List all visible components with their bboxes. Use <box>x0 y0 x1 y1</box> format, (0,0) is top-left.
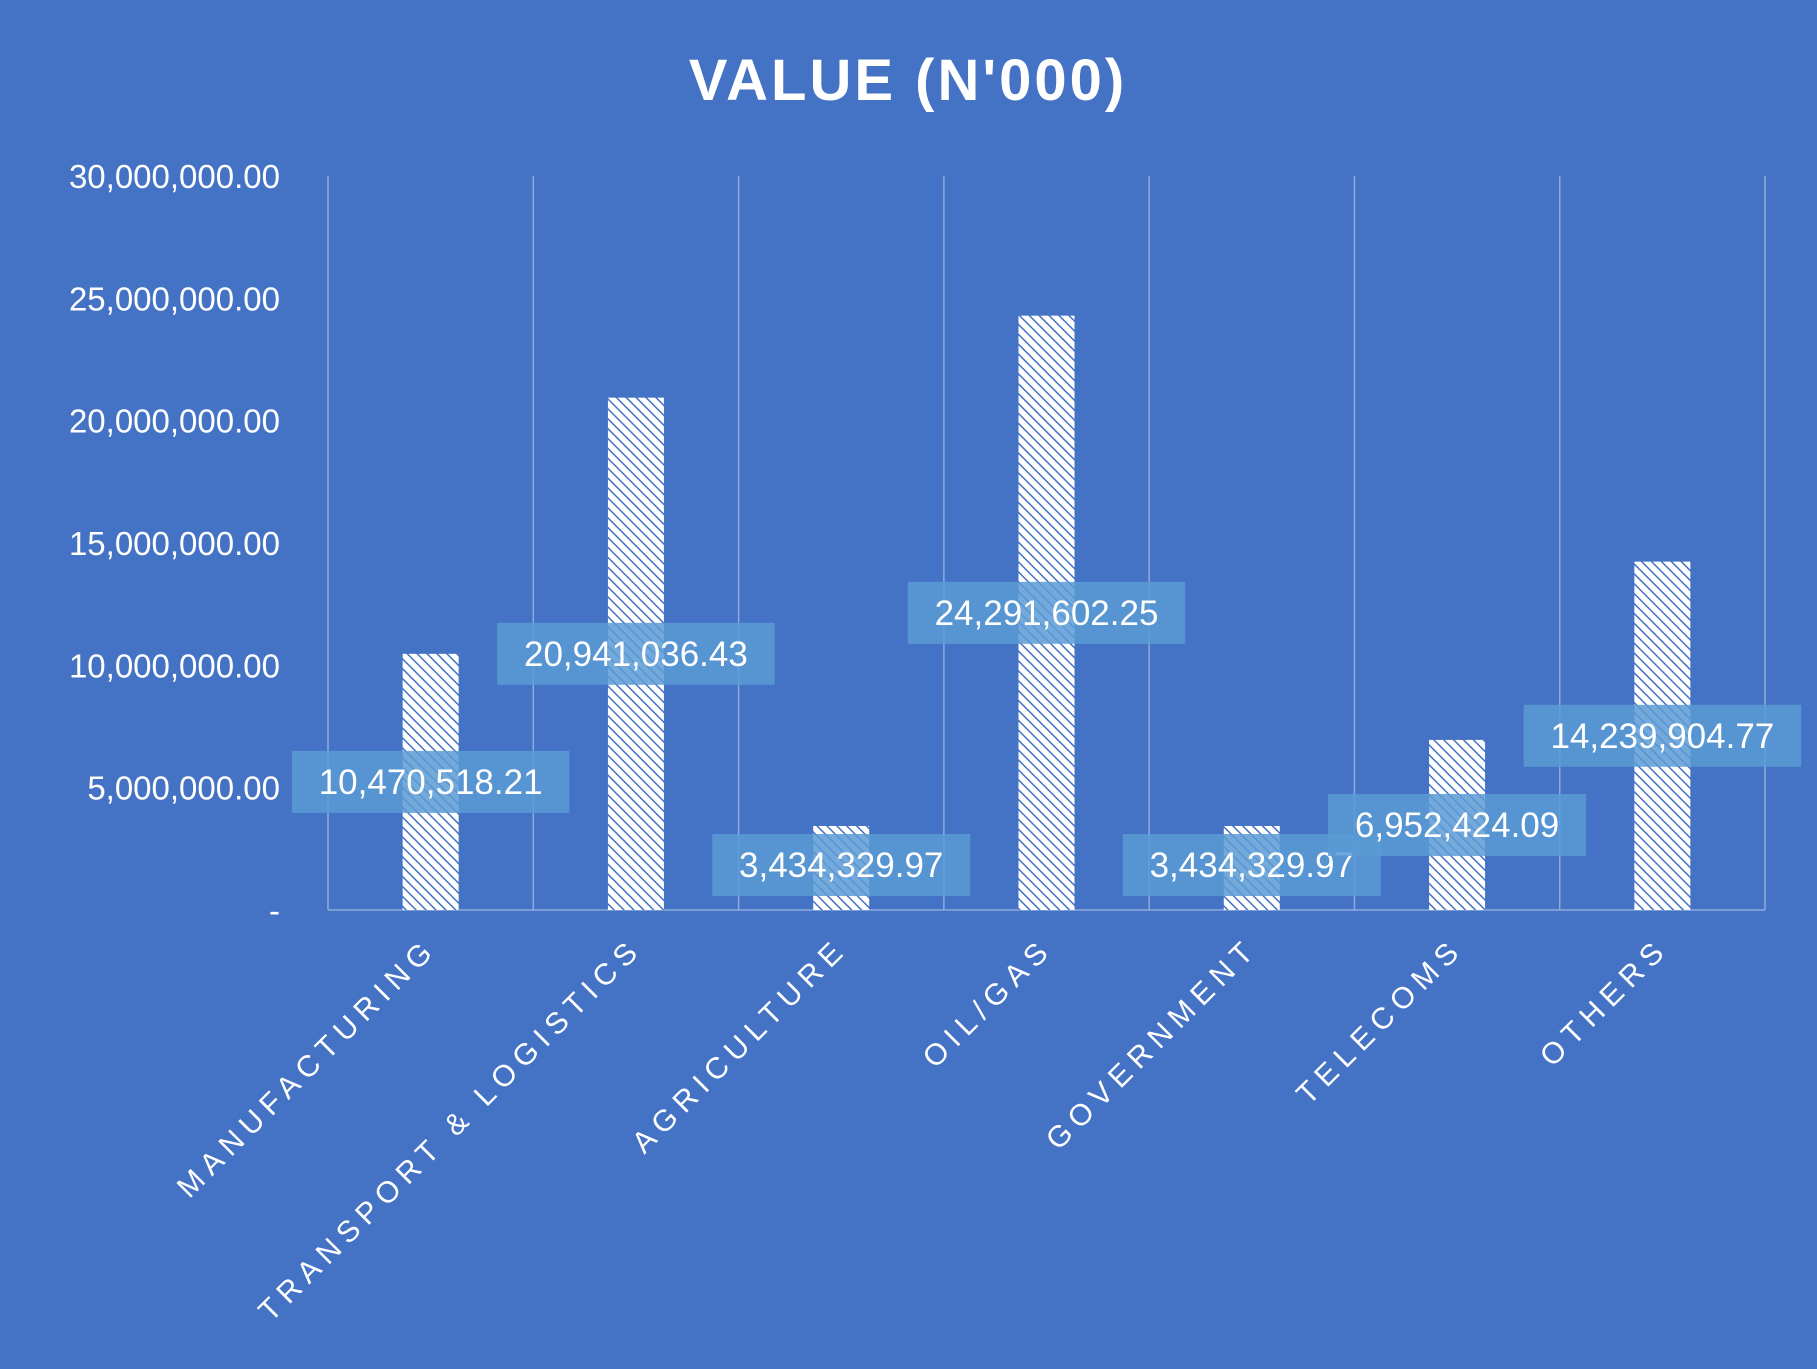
data-label-box <box>291 750 570 813</box>
data-label: 3,434,329.97 <box>1150 846 1354 885</box>
y-tick-label: 5,000,000.00 <box>87 770 280 807</box>
data-label-box <box>1328 793 1587 856</box>
x-tick-label: AGRICULTURE <box>626 932 854 1160</box>
x-tick-label: OIL/GAS <box>917 932 1060 1075</box>
y-tick-label: 20,000,000.00 <box>69 403 280 440</box>
data-label: 20,941,036.43 <box>524 635 748 674</box>
data-label: 3,434,329.97 <box>739 846 943 885</box>
x-tick-label: OTHERS <box>1534 932 1675 1073</box>
data-label: 14,239,904.77 <box>1550 717 1774 756</box>
x-tick-label: TELECOMS <box>1290 932 1470 1112</box>
y-tick-label: 30,000,000.00 <box>69 158 280 195</box>
data-label: 6,952,424.09 <box>1355 806 1559 845</box>
x-tick-label: GOVERNMENT <box>1040 932 1265 1157</box>
y-tick-label: - <box>269 892 280 929</box>
chart-title: VALUE (N'000) <box>689 48 1127 113</box>
data-label-box <box>497 622 775 685</box>
data-label: 10,470,518.21 <box>319 763 543 802</box>
y-axis-ticks: - 5,000,000.00 10,000,000.00 15,000,000.00 2… <box>69 158 280 929</box>
y-tick-label: 15,000,000.00 <box>69 525 280 562</box>
x-tick-label: TRANSPORT & LOGISTICS <box>252 932 648 1328</box>
data-label-box <box>907 581 1186 644</box>
y-tick-label: 10,000,000.00 <box>69 647 280 684</box>
data-labels: 10,470,518.21 20,941,036.43 3,434,329.97 24… <box>291 581 1802 896</box>
data-label: 24,291,602.25 <box>935 594 1159 633</box>
data-label-box <box>712 834 971 896</box>
y-tick-label: 25,000,000.00 <box>69 280 280 317</box>
data-label-box <box>1523 704 1802 767</box>
